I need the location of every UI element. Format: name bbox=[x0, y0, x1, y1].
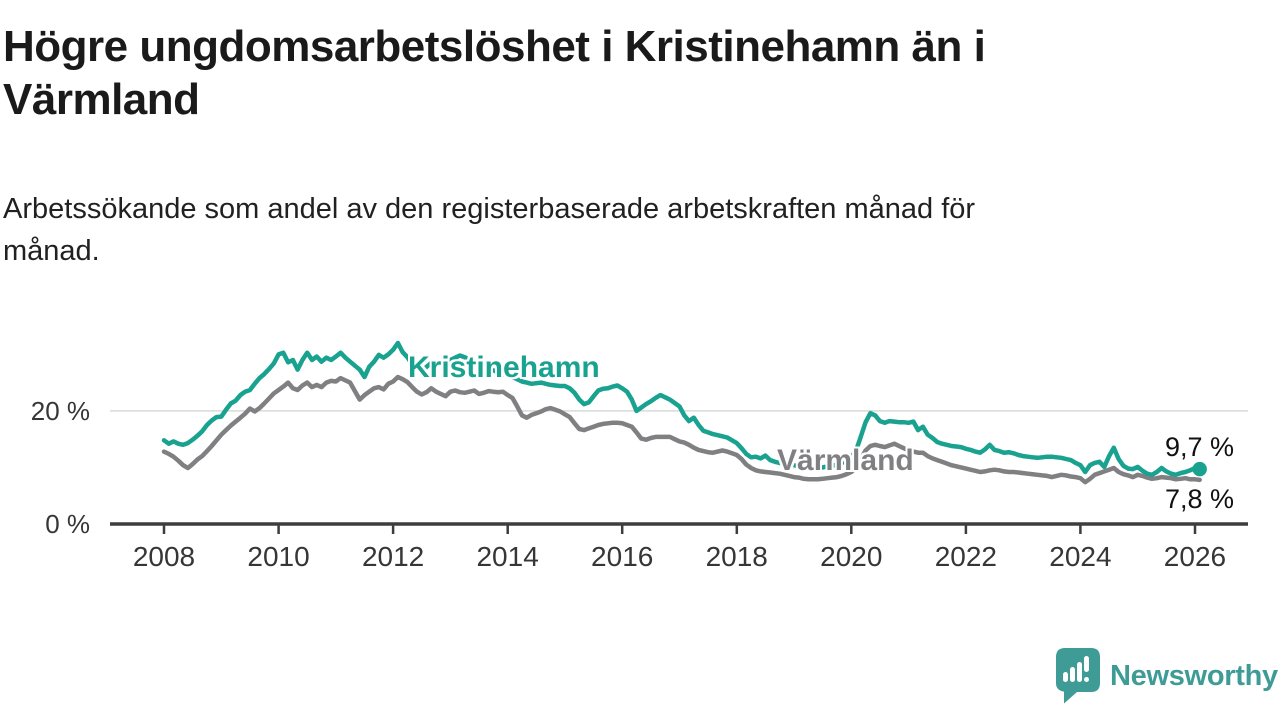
x-tick-label-2024: 2024 bbox=[1049, 541, 1112, 572]
x-tick-label-2026: 2026 bbox=[1163, 541, 1227, 572]
x-tick-label-2016: 2016 bbox=[591, 541, 654, 572]
y-axis-label-0: 0 % bbox=[45, 509, 90, 539]
x-tick-label-2018: 2018 bbox=[705, 541, 768, 572]
page-title: Högre ungdomsarbetslöshet i Kristinehamn… bbox=[3, 20, 986, 126]
page-subtitle-line-1: Arbetssökande som andel av den registerb… bbox=[3, 193, 976, 225]
page-title-line-1: Högre ungdomsarbetslöshet i Kristinehamn… bbox=[3, 22, 986, 71]
x-tick-label-2020: 2020 bbox=[820, 541, 883, 572]
page-subtitle-line-2: månad. bbox=[3, 235, 100, 267]
newsworthy-logo: Newsworthy bbox=[1056, 648, 1278, 704]
series-label-varmland: Värmland bbox=[777, 444, 914, 477]
newsworthy-logo-text: Newsworthy bbox=[1110, 659, 1278, 692]
x-tick-label-2022: 2022 bbox=[934, 541, 997, 572]
bar-chart-bubble-icon bbox=[1056, 648, 1100, 704]
x-tick-label-2014: 2014 bbox=[476, 541, 539, 572]
series-label-kristinehamn: Kristinehamn bbox=[408, 351, 600, 384]
page-subtitle: Arbetssökande som andel av den registerb… bbox=[3, 188, 975, 272]
end-value-label-varmland: 7,8 % bbox=[1165, 484, 1235, 514]
x-tick-label-2008: 2008 bbox=[132, 541, 196, 572]
end-value-label-kristinehamn: 9,7 % bbox=[1165, 432, 1235, 462]
x-tick-label-2010: 2010 bbox=[247, 541, 310, 572]
page-title-line-2: Värmland bbox=[3, 75, 200, 124]
x-tick-label-2012: 2012 bbox=[361, 541, 425, 572]
y-axis-label-20: 20 % bbox=[30, 396, 90, 426]
